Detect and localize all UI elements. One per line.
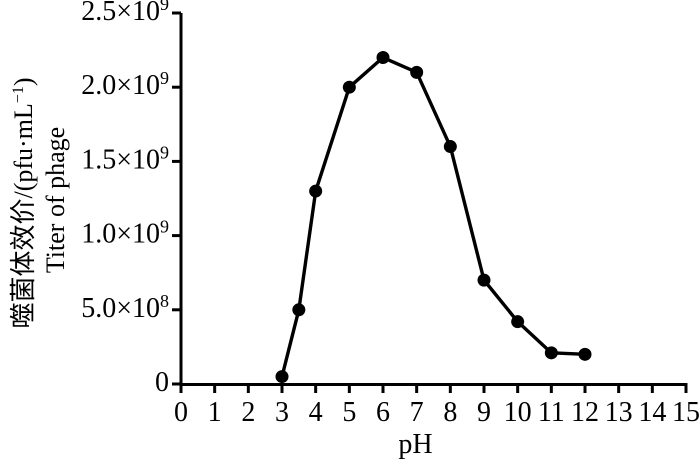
x-tick-label: 1 [208,397,222,428]
data-point [275,370,289,384]
y-tick-label: 1.5×109 [81,142,169,175]
x-tick-label: 11 [538,397,565,428]
x-tick-label: 9 [477,397,491,428]
y-tick-label: 1.0×109 [81,217,169,250]
data-point [511,315,525,329]
data-point [309,184,323,198]
y-axis-title-zh: 噬菌体效价/(pfu·mL−1) [9,77,38,328]
data-point [477,273,491,287]
y-tick-label: 2.0×109 [81,68,169,101]
x-tick-label: 12 [571,397,599,428]
data-point [544,346,558,360]
data-point [578,347,592,361]
x-tick-label: 7 [410,397,424,428]
data-point [342,80,356,94]
x-tick-label: 3 [275,397,289,428]
x-tick-label: 4 [309,397,323,428]
x-tick-label: 8 [443,397,457,428]
y-tick-label: 5.0×108 [81,291,169,324]
y-tick-label: 0 [155,367,169,398]
x-tick-label: 10 [504,397,532,428]
data-point [443,140,457,154]
x-tick-label: 13 [605,397,633,428]
y-axis-title-en: Titer of phage [41,127,70,273]
data-line [280,55,587,379]
data-point [292,303,306,317]
x-tick-label: 14 [638,397,666,428]
x-axis-title: pH [398,429,432,460]
x-tick-label: 2 [241,397,255,428]
x-tick-label: 6 [376,397,390,428]
y-tick-label: 2.5×109 [81,0,169,27]
x-tick-label: 15 [672,397,700,428]
data-point [376,51,390,65]
x-tick-label: 5 [342,397,356,428]
data-point [410,65,424,79]
x-tick-label: 0 [174,397,188,428]
